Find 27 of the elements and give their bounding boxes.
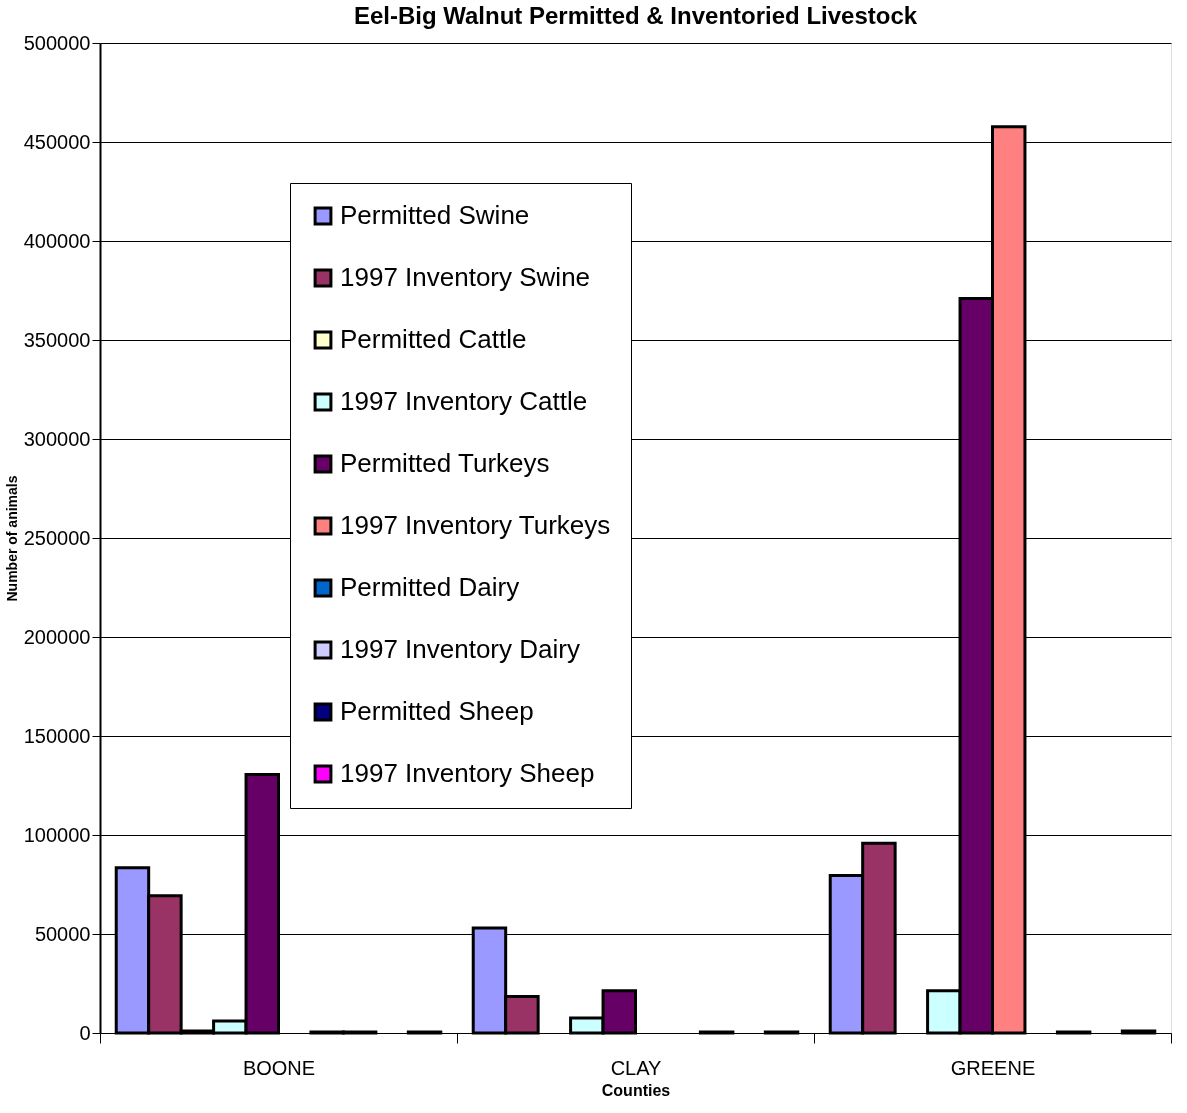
y-tick-label: 100000 <box>23 823 91 846</box>
y-tick-label: 200000 <box>23 625 91 648</box>
y-tick-label: 500000 <box>23 31 91 54</box>
x-tick-label: GREENE <box>950 1056 1036 1079</box>
legend-label: Permitted Swine <box>340 200 530 230</box>
y-tick-label: 400000 <box>23 229 91 252</box>
y-tick-label: 350000 <box>23 328 91 351</box>
y-tick-label: 300000 <box>23 427 91 450</box>
y-tick-label: 150000 <box>23 724 91 747</box>
y-tick-label: 0 <box>79 1021 91 1044</box>
chart-title: Eel-Big Walnut Permitted & Inventoried Livestock <box>353 2 918 29</box>
y-tick-label: 450000 <box>23 130 91 153</box>
legend-label: Permitted Dairy <box>340 572 520 602</box>
legend-label: 1997 Inventory Cattle <box>340 386 588 416</box>
x-tick-label: BOONE <box>242 1056 316 1079</box>
x-tick-label: CLAY <box>610 1056 662 1079</box>
y-tick-label: 250000 <box>23 526 91 549</box>
legend-label: Permitted Cattle <box>340 324 527 354</box>
legend-label: Permitted Turkeys <box>340 448 550 478</box>
y-axis-title: Number of animals <box>3 475 20 602</box>
legend-label: 1997 Inventory Sheep <box>340 758 595 788</box>
x-axis-title: Counties <box>601 1081 671 1099</box>
y-tick-label: 50000 <box>34 922 91 945</box>
legend-label: 1997 Inventory Dairy <box>340 634 580 664</box>
legend-label: 1997 Inventory Swine <box>340 262 591 292</box>
legend-label: Permitted Sheep <box>340 696 534 726</box>
legend-label: 1997 Inventory Turkeys <box>340 510 611 540</box>
